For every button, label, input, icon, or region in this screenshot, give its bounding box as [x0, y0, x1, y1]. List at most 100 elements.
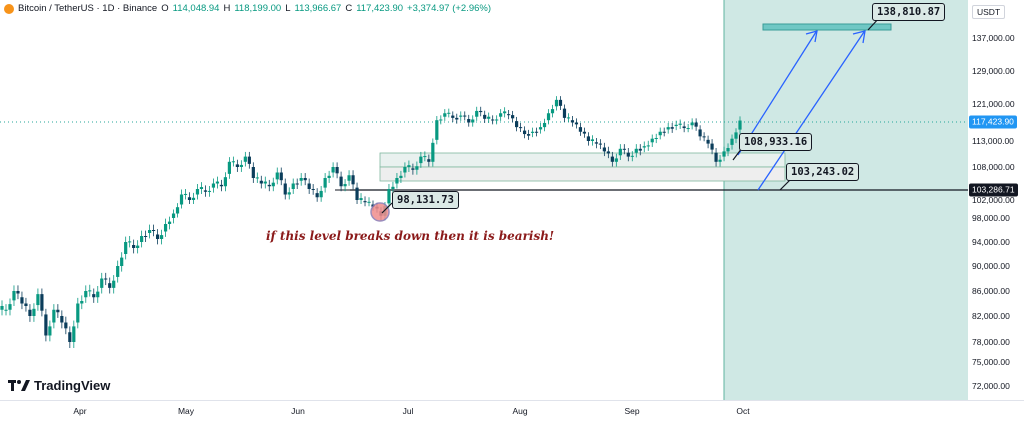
price-tick: 90,000.00	[972, 261, 1010, 271]
candle-body	[219, 184, 224, 187]
candle-body	[231, 161, 235, 163]
currency-unit-label[interactable]: USDT	[972, 5, 1006, 19]
candle-body	[546, 113, 551, 121]
candle-body	[666, 127, 670, 130]
candle-body	[610, 156, 614, 162]
ohlc-high-value: 118,199.00	[234, 3, 282, 14]
candle-body	[48, 326, 52, 336]
price-change: +3,374.97 (+2.96%)	[407, 3, 492, 14]
candle-body	[175, 207, 180, 214]
price-tick: 94,000.00	[972, 237, 1010, 247]
candle-body	[271, 182, 275, 187]
candle-body	[171, 213, 176, 218]
candle-body	[702, 136, 706, 138]
candle-body	[291, 183, 295, 189]
tradingview-logo-icon	[8, 379, 30, 391]
candle-body	[706, 139, 710, 144]
candle-body	[550, 109, 555, 114]
candle-body	[359, 198, 363, 200]
candle-body	[263, 181, 267, 184]
candle-body	[163, 224, 168, 232]
candle-body	[427, 159, 431, 162]
candle-body	[614, 158, 618, 162]
candle-body	[207, 190, 212, 192]
candle-body	[259, 180, 263, 184]
candle-body	[714, 152, 718, 162]
candle-body	[503, 111, 507, 114]
low-marker	[370, 202, 390, 222]
candle-body	[566, 117, 571, 119]
candle-body	[191, 197, 196, 200]
mid-price-callout[interactable]: 108,933.16	[739, 133, 813, 151]
chart-canvas[interactable]	[0, 0, 968, 400]
candle-body	[670, 127, 674, 129]
candle-body	[52, 309, 56, 323]
candle-body	[399, 175, 403, 178]
tradingview-logo[interactable]: TradingView	[8, 378, 110, 393]
candle-body	[215, 181, 220, 184]
chart-area[interactable]: Bitcoin / TetherUS · 1D · Binance O 114,0…	[0, 0, 968, 400]
callout-pointer-support	[779, 179, 791, 191]
ohlc-open-label: O	[161, 3, 169, 14]
price-tick: 78,000.00	[972, 337, 1010, 347]
candle-body	[343, 184, 347, 187]
candle-body	[419, 156, 423, 164]
bitcoin-icon	[4, 3, 14, 14]
candle-body	[602, 147, 606, 152]
candle-body	[331, 167, 335, 173]
price-tick: 72,000.00	[972, 381, 1010, 391]
candle-body	[698, 129, 702, 137]
support-zone-lower	[379, 166, 786, 182]
candle-body	[136, 245, 140, 248]
month-label: Aug	[512, 406, 528, 416]
candle-body	[40, 294, 44, 311]
month-label: Sep	[624, 406, 640, 416]
low-price-callout[interactable]: 98,131.73	[392, 191, 459, 209]
candle-body	[518, 127, 523, 129]
candle-body	[128, 241, 132, 243]
candle-body	[594, 142, 598, 144]
price-tick: 113,000.00	[972, 136, 1014, 146]
price-tick: 102,000.00	[972, 195, 1015, 205]
candle-body	[307, 183, 311, 189]
candle-body	[562, 108, 567, 118]
candle-body	[24, 303, 28, 306]
candle-body	[530, 131, 535, 133]
candle-body	[391, 186, 395, 189]
price-tick: 86,000.00	[972, 286, 1010, 296]
candle-body	[187, 197, 192, 200]
candle-body	[92, 294, 96, 298]
candle-body	[650, 138, 654, 143]
price-scale[interactable]: USDT 137,000.00 129,000.00 121,000.00 11…	[968, 0, 1024, 400]
candle-body	[251, 167, 255, 178]
candle-body	[554, 99, 559, 107]
candle-body	[734, 132, 738, 139]
candle-body	[475, 110, 479, 117]
candle-body	[630, 155, 634, 157]
ohlc-open-value: 114,048.94	[172, 3, 220, 14]
candle-body	[311, 189, 315, 190]
candle-body	[211, 183, 216, 188]
bearish-note-text[interactable]: if this level breaks down then it is bea…	[266, 229, 555, 243]
candle-body	[487, 116, 491, 119]
candle-body	[526, 134, 531, 136]
candle-body	[646, 145, 650, 147]
candle-body	[195, 189, 200, 195]
candle-body	[403, 167, 407, 173]
target-price-callout[interactable]: 138,810.87	[872, 3, 946, 21]
candle-body	[463, 115, 467, 117]
price-tick: 121,000.00	[972, 99, 1015, 109]
candle-body	[36, 294, 40, 306]
candle-body	[718, 159, 722, 162]
candle-body	[20, 297, 24, 304]
time-scale[interactable]: Apr May Jun Jul Aug Sep Oct	[0, 400, 1024, 422]
support-price-callout[interactable]: 103,243.02	[786, 163, 860, 181]
candle-body	[319, 190, 323, 198]
symbol-title[interactable]: Bitcoin / TetherUS · 1D · Binance	[18, 3, 158, 14]
candle-body	[435, 120, 439, 140]
candle-body	[279, 172, 283, 181]
candle-body	[247, 156, 251, 164]
candle-body	[16, 291, 20, 294]
projection-arrow-1-head	[805, 30, 818, 43]
candle-body	[323, 178, 327, 188]
